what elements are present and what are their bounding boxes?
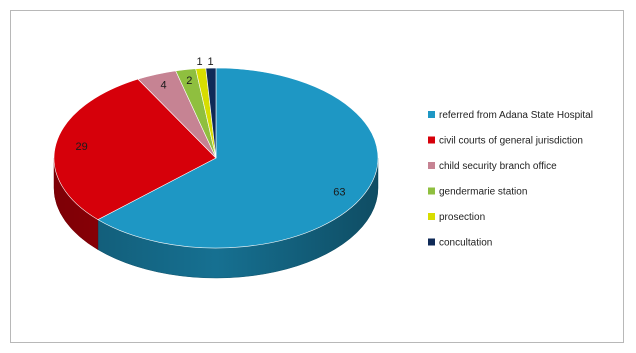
data-label-civil-courts-of-general-jurisdiction: 29 (75, 141, 87, 153)
legend-swatch-gendermarie-station (428, 187, 435, 195)
legend-swatch-concultation (428, 238, 435, 246)
data-label-referred-from-adana-state-hospital: 63 (333, 187, 345, 199)
pie-side-shading (54, 158, 378, 278)
legend-swatch-child-security-branch-office (428, 162, 435, 169)
data-label-prosection: 1 (196, 56, 202, 68)
data-label-concultation: 1 (207, 56, 213, 68)
pie-slice-referred-from-adana-state-hospital (97, 67, 379, 249)
legend-label-prosection: prosection (439, 212, 485, 223)
pie-top-faces (53, 67, 379, 249)
pie-slice-civil-courts-of-general-jurisdiction (53, 78, 217, 220)
pie-slice-concultation (205, 67, 217, 159)
legend-label-civil-courts-of-general-jurisdiction: civil courts of general jurisdiction (439, 136, 583, 147)
legend-label-concultation: concultation (439, 238, 492, 249)
legend-swatch-prosection (428, 213, 435, 220)
legend-label-gendermarie-station: gendermarie station (439, 187, 527, 198)
legend-swatch-civil-courts-of-general-jurisdiction (428, 136, 435, 144)
legend-swatch-referred-from-adana-state-hospital (428, 111, 435, 118)
legend: referred from Adana State Hospital civil … (428, 110, 593, 249)
legend-label-referred-from-adana-state-hospital: referred from Adana State Hospital (439, 110, 593, 121)
legend-label-child-security-branch-office: child security branch office (439, 161, 557, 172)
data-label-gendermarie-station: 2 (186, 75, 192, 87)
data-label-child-security-branch-office: 4 (160, 79, 166, 91)
